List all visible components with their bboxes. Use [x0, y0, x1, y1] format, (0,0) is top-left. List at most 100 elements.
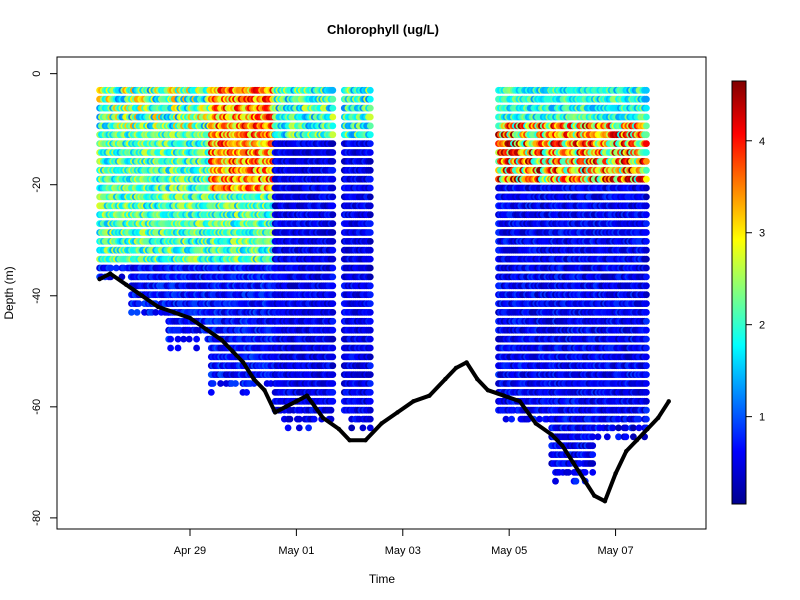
data-point [366, 353, 374, 361]
data-point [366, 104, 374, 112]
data-point [366, 255, 374, 263]
data-point [193, 335, 201, 343]
data-point [329, 229, 337, 236]
data-point [366, 220, 374, 228]
data-point [366, 95, 374, 103]
data-point [329, 149, 337, 156]
data-point [329, 86, 337, 94]
data-point [193, 344, 201, 352]
data-point [286, 415, 294, 423]
data-point [329, 309, 337, 316]
data-point [329, 95, 337, 103]
data-point [167, 344, 175, 352]
data-point [329, 273, 337, 281]
data-point [329, 362, 337, 370]
data-point [359, 424, 367, 432]
data-point [329, 344, 337, 352]
data-point [366, 202, 374, 210]
profile-segment [128, 86, 173, 316]
data-point [366, 238, 374, 245]
data-point [366, 371, 374, 378]
chlorophyll-profiles [96, 86, 650, 485]
data-point [243, 389, 251, 396]
data-point [329, 264, 337, 272]
data-point [366, 406, 374, 414]
data-point [366, 140, 374, 148]
data-point [329, 380, 337, 387]
data-point [366, 389, 374, 396]
chart-title: Chlorophyll (ug/L) [327, 22, 439, 37]
data-point [508, 415, 515, 423]
data-point [366, 158, 374, 165]
data-point [174, 344, 182, 352]
profile-segment [207, 86, 278, 396]
data-point [167, 335, 175, 343]
data-point [152, 309, 160, 316]
data-point [366, 380, 374, 387]
data-point [329, 158, 337, 165]
data-point [180, 335, 188, 343]
data-point [329, 211, 337, 219]
data-point [209, 380, 217, 387]
plot-area [96, 86, 671, 504]
data-point [366, 309, 374, 316]
data-point [366, 184, 374, 192]
data-point [174, 335, 182, 343]
data-point [107, 264, 115, 272]
profile-segment [96, 86, 135, 281]
data-point [366, 211, 374, 219]
data-point [329, 140, 337, 148]
data-point [366, 113, 374, 121]
data-point [366, 273, 374, 281]
data-point [366, 300, 374, 307]
data-point [366, 229, 374, 236]
data-point [366, 344, 374, 352]
data-point [366, 326, 374, 334]
data-point [366, 122, 374, 130]
data-point [329, 282, 337, 290]
data-point [366, 86, 374, 94]
data-point [135, 300, 143, 307]
data-point [366, 193, 374, 201]
data-point [366, 246, 374, 254]
data-point [366, 175, 374, 183]
data-point [329, 202, 337, 210]
data-point [366, 149, 374, 156]
data-point [284, 424, 292, 432]
data-point [329, 166, 337, 174]
data-point [329, 397, 337, 405]
profile-segment [340, 86, 374, 432]
data-point [133, 309, 141, 316]
data-point [329, 104, 337, 112]
data-point [329, 238, 337, 245]
data-point [366, 291, 374, 299]
data-point [348, 424, 356, 432]
data-point [366, 397, 374, 405]
data-point [329, 175, 337, 183]
data-point [329, 291, 337, 299]
data-point [128, 309, 135, 316]
data-point [329, 371, 337, 378]
data-point [329, 113, 337, 121]
data-point [366, 166, 374, 174]
data-point [366, 264, 374, 272]
data-point [207, 389, 215, 396]
data-point [366, 362, 374, 370]
data-point [112, 264, 120, 272]
data-point [329, 131, 337, 139]
data-point [329, 335, 337, 343]
data-point [366, 415, 374, 423]
data-point [366, 282, 374, 290]
data-point [329, 122, 337, 130]
data-point [305, 424, 312, 432]
data-point [295, 424, 303, 432]
data-point [329, 317, 337, 325]
data-point [310, 415, 318, 423]
data-point [329, 220, 337, 228]
profile-segment [271, 86, 337, 432]
data-point [329, 389, 337, 396]
data-point [366, 335, 374, 343]
data-point [329, 246, 337, 254]
data-point [185, 335, 193, 343]
